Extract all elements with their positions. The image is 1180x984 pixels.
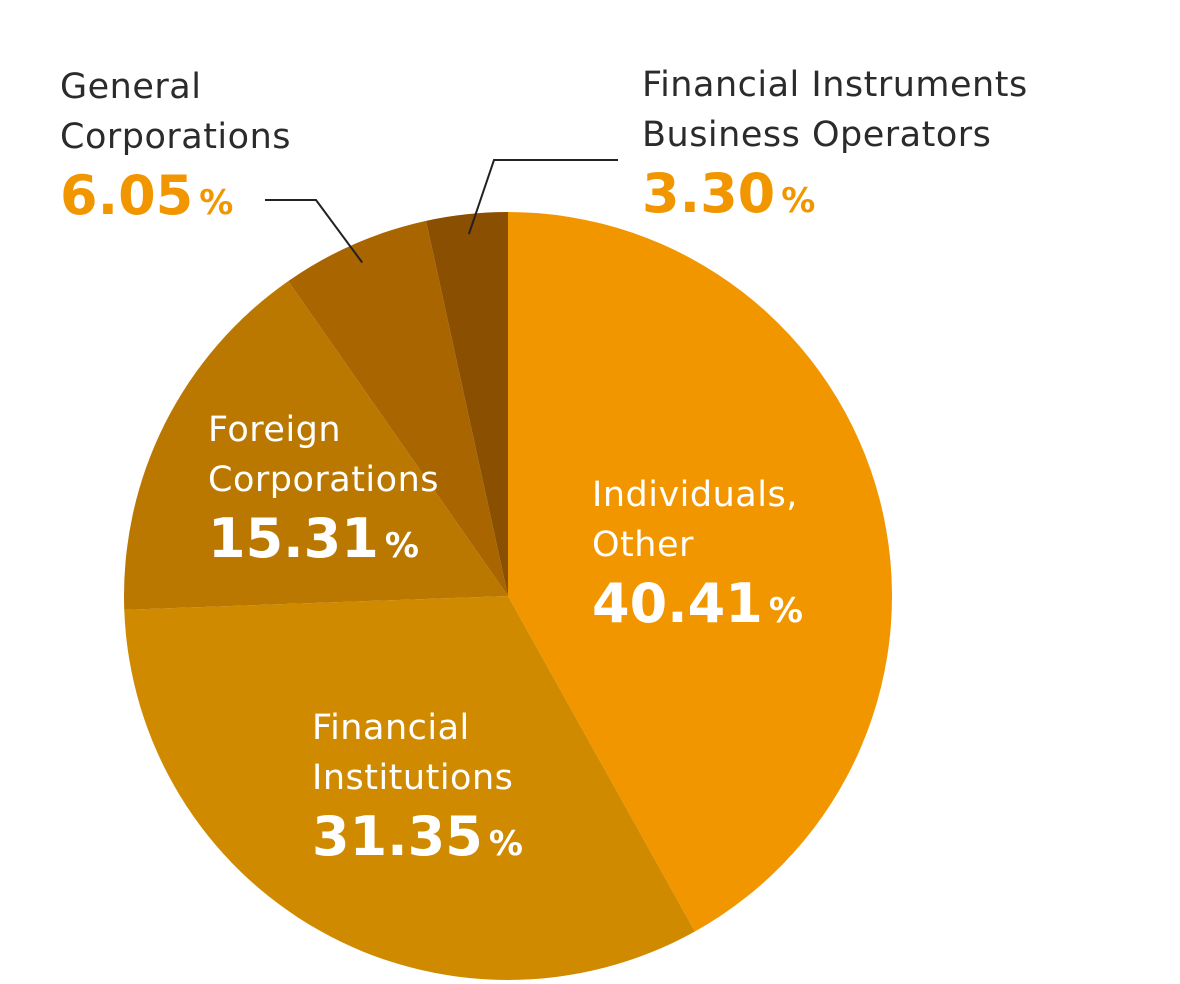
leader-line-financial-instruments xyxy=(467,159,618,235)
label-general-corporations: General Corporations 6.05% xyxy=(60,62,291,233)
label-financial-instruments-line1: Financial Instruments xyxy=(642,65,1028,105)
value-financial-instruments-number: 3.30 xyxy=(642,162,776,225)
label-general-corporations-line2: Corporations xyxy=(60,117,291,157)
value-general-corporations: 6.05% xyxy=(60,166,291,233)
label-financial-institutions: Financial Institutions 31.35% xyxy=(312,703,523,874)
value-financial-institutions-number: 31.35 xyxy=(312,805,483,868)
label-foreign-corporations: Foreign Corporations 15.31% xyxy=(208,405,439,576)
label-individuals-other-line1: Individuals, xyxy=(592,475,798,515)
value-financial-institutions-unit: % xyxy=(488,824,523,864)
leader-line-general-corporations xyxy=(265,199,364,264)
label-financial-instruments-line2: Business Operators xyxy=(642,115,992,155)
value-individuals-other: 40.41% xyxy=(592,574,803,641)
label-financial-institutions-line1: Financial xyxy=(312,708,470,748)
value-financial-institutions: 31.35% xyxy=(312,807,523,874)
label-general-corporations-line1: General xyxy=(60,67,202,107)
value-financial-instruments-unit: % xyxy=(781,181,816,221)
pie-slice-financial-instruments-business-operators xyxy=(426,212,508,596)
value-foreign-corporations: 15.31% xyxy=(208,509,439,576)
label-individuals-other: Individuals, Other 40.41% xyxy=(592,470,803,641)
label-foreign-corporations-line1: Foreign xyxy=(208,410,342,450)
value-financial-instruments: 3.30% xyxy=(642,164,1028,231)
label-individuals-other-line2: Other xyxy=(592,525,694,565)
label-financial-institutions-line2: Institutions xyxy=(312,758,514,798)
label-financial-instruments-business-operators: Financial Instruments Business Operators… xyxy=(642,60,1028,231)
value-general-corporations-number: 6.05 xyxy=(60,164,194,227)
pie-slice-individuals-other xyxy=(508,212,892,932)
value-foreign-corporations-number: 15.31 xyxy=(208,507,379,570)
label-foreign-corporations-line2: Corporations xyxy=(208,460,439,500)
value-individuals-other-number: 40.41 xyxy=(592,572,763,635)
pie-slice-foreign-corporations xyxy=(123,281,509,610)
pie-slice-general-corporations xyxy=(288,220,508,596)
value-foreign-corporations-unit: % xyxy=(384,526,419,566)
value-individuals-other-unit: % xyxy=(768,591,803,631)
value-general-corporations-unit: % xyxy=(199,183,234,223)
pie-slice-financial-institutions xyxy=(124,596,695,980)
